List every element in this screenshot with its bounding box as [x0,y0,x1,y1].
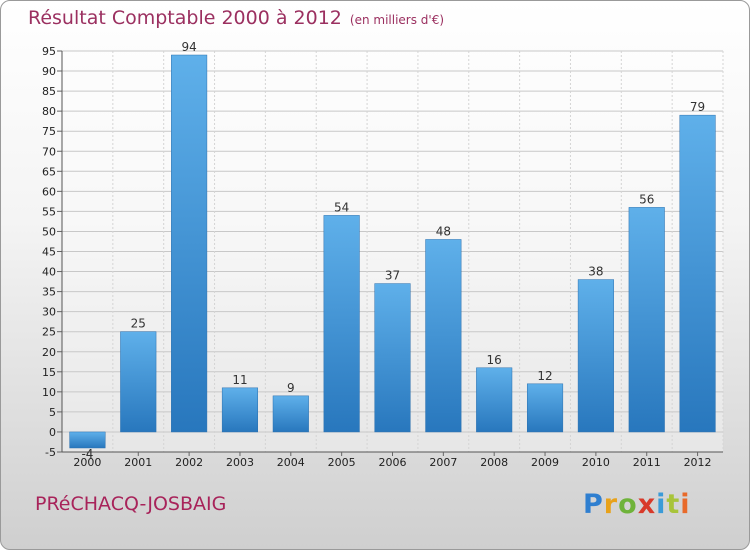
data-label: 16 [487,353,502,367]
logo-letter: r [603,489,619,520]
logo-letter: P [583,489,604,520]
y-tick-label: 90 [42,65,56,78]
x-tick-label: 2002 [175,456,203,469]
y-tick-label: 5 [49,406,56,419]
y-tick-label: 20 [42,346,56,359]
chart-title: Résultat Comptable 2000 à 2012 (en millie… [28,7,444,29]
bar [221,387,259,433]
x-tick-label: 2011 [633,456,661,469]
bar [526,383,564,433]
y-tick-label: 50 [42,225,56,238]
y-tick-label: 10 [42,386,56,399]
proxiti-logo[interactable]: Proxiti [583,489,691,520]
x-tick-label: 2009 [531,456,559,469]
data-label: -4 [81,447,93,461]
data-label: 25 [131,317,146,331]
bar [374,283,411,433]
x-tick-label: 2005 [328,456,356,469]
bar [628,207,665,433]
bar [69,431,106,449]
bar [679,114,716,433]
logo-letter: x [637,489,657,520]
x-tick-label: 2006 [379,456,407,469]
x-tick-label: 2001 [124,456,152,469]
y-tick-label: 80 [42,105,56,118]
x-tick-label: 2003 [226,456,254,469]
data-label: 9 [287,381,295,395]
data-label: 54 [334,200,349,214]
x-tick-label: 2012 [684,456,712,469]
x-tick-label: 2000 [73,456,101,469]
x-tick-label: 2010 [582,456,610,469]
chart-unit: (en milliers d'€) [349,13,445,27]
data-label: 94 [181,40,196,54]
y-tick-label: 60 [42,185,56,198]
bar [425,239,462,433]
data-label: 56 [639,192,654,206]
data-label: 11 [232,373,247,387]
y-tick-label: 85 [42,85,56,98]
bar [120,331,157,433]
data-label: 79 [690,100,705,114]
y-tick-label: 15 [42,366,56,379]
y-tick-label: 30 [42,306,56,319]
bar [171,54,208,433]
x-tick-label: 2008 [480,456,508,469]
logo-letter: i [680,489,691,520]
chart-title-text: Résultat Comptable 2000 à 2012 [28,7,342,29]
bar [577,279,614,433]
y-tick-label: 65 [42,165,56,178]
y-tick-label: 75 [42,125,56,138]
y-tick-label: 45 [42,246,56,259]
y-tick-label: 55 [42,205,56,218]
y-tick-label: 70 [42,145,56,158]
x-tick-label: 2007 [429,456,457,469]
data-label: 48 [436,224,451,238]
y-tick-label: 95 [42,45,56,58]
commune-name: PRéCHACQ-JOSBAIG [35,493,227,515]
y-tick-label: 40 [42,266,56,279]
bar [476,367,513,433]
bar [323,215,360,433]
data-label: 38 [588,265,603,279]
y-tick-label: 25 [42,326,56,339]
data-label: 12 [537,369,552,383]
data-label: 37 [385,269,400,283]
x-tick-label: 2004 [277,456,305,469]
logo-letter: o [618,489,638,520]
logo-letter: t [666,489,681,520]
y-tick-label: -5 [45,446,56,459]
logo-letter: i [656,489,667,520]
y-tick-label: 35 [42,286,56,299]
y-tick-label: 0 [49,426,56,439]
bar [272,395,309,433]
